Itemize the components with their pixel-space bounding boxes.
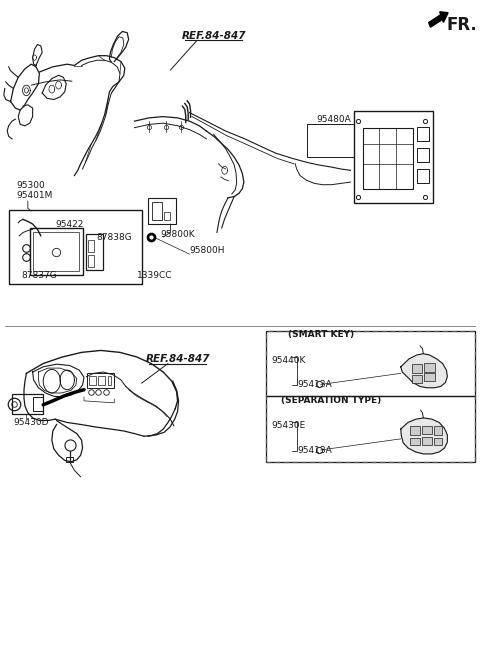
Bar [422,437,432,445]
Text: 95401M: 95401M [17,191,53,200]
Bar [33,232,79,271]
Bar [410,426,420,435]
Text: FR.: FR. [446,16,477,34]
Polygon shape [401,418,447,454]
Text: 95800K: 95800K [161,230,195,239]
Bar [89,376,96,385]
Bar [412,364,422,373]
Bar [88,240,94,252]
Text: 95440K: 95440K [271,356,306,365]
Text: 87837G: 87837G [22,271,57,280]
Text: 95430D: 95430D [13,418,49,427]
Bar [148,198,176,224]
Bar [417,127,429,141]
Bar [354,111,433,203]
Text: 95422: 95422 [55,220,84,229]
Text: 95480A: 95480A [317,115,351,124]
Bar [363,128,413,189]
Bar [108,376,111,385]
Bar [424,373,435,381]
Bar [30,228,83,275]
Bar [412,375,422,383]
Bar [152,202,162,220]
Bar [12,394,43,414]
Bar [434,438,442,445]
Bar [88,255,94,267]
Bar [417,169,429,183]
Bar [87,373,114,388]
Bar [422,426,432,434]
Text: 95430E: 95430E [271,421,305,430]
Text: REF.84-847: REF.84-847 [181,31,246,41]
FancyArrow shape [429,12,448,28]
Bar [66,457,73,462]
Bar [266,396,475,462]
Text: 95413A: 95413A [298,380,332,389]
Bar [424,363,435,372]
Text: 95800H: 95800H [190,246,225,255]
Polygon shape [401,354,447,388]
Bar [33,397,43,411]
Text: 1339CC: 1339CC [137,271,172,280]
Bar [98,376,105,385]
Bar [410,438,420,445]
Bar [9,210,142,284]
Text: (SMART KEY): (SMART KEY) [288,330,354,339]
Bar [86,234,103,270]
Text: 87838G: 87838G [96,233,132,242]
Text: (SEPARATION TYPE): (SEPARATION TYPE) [281,396,381,405]
Bar [164,212,170,220]
Text: 95413A: 95413A [298,445,332,455]
Bar [266,331,475,396]
Bar [434,426,442,435]
Bar [417,148,429,162]
Text: REF.84-847: REF.84-847 [145,354,210,364]
Bar [266,331,475,462]
Text: 95300: 95300 [17,181,46,190]
